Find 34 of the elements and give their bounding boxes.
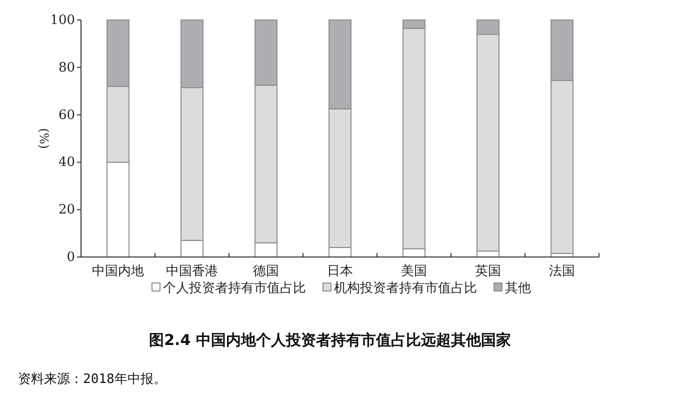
x-tick-label: 法国 <box>549 264 575 279</box>
bar <box>402 28 426 250</box>
bar <box>550 80 574 254</box>
bar <box>476 34 500 252</box>
text: 图2.4 中国内地个人投资者持有市值占比远超其他国家 <box>149 331 511 349</box>
y-axis-title: (%) <box>37 128 51 149</box>
bar <box>328 108 352 248</box>
y-tick-label: 0 <box>66 250 75 265</box>
y-tick-label: 80 <box>58 60 75 76</box>
y-tick-label: 60 <box>58 108 75 123</box>
x-tick-label: 英国 <box>475 264 501 279</box>
y-tick-label: 100 <box>50 13 75 28</box>
legend-label: 机构投资者持有市值占比 <box>334 281 477 296</box>
x-tick-label: 美国 <box>401 263 427 279</box>
bar <box>254 84 278 244</box>
bar <box>476 20 500 35</box>
x-tick-label: 日本 <box>327 264 353 279</box>
bar <box>106 86 130 163</box>
bar <box>402 20 426 29</box>
bar <box>254 20 278 86</box>
legend-label: 其他 <box>505 281 531 296</box>
y-tick-label: 40 <box>58 155 75 170</box>
bar <box>106 20 130 87</box>
bar <box>180 87 204 241</box>
x-tick-label: 德国 <box>253 264 279 279</box>
y-tick-label: 20 <box>58 202 75 218</box>
bar <box>550 20 574 81</box>
bar <box>106 162 130 258</box>
text: 资料来源：2018年中报。 <box>18 372 166 387</box>
bar <box>328 20 352 110</box>
x-tick-label: 中国香港 <box>166 264 218 279</box>
bar <box>180 20 204 88</box>
x-tick-label: 中国内地 <box>92 264 144 279</box>
legend-label: 个人投资者持有市值占比 <box>163 281 306 296</box>
